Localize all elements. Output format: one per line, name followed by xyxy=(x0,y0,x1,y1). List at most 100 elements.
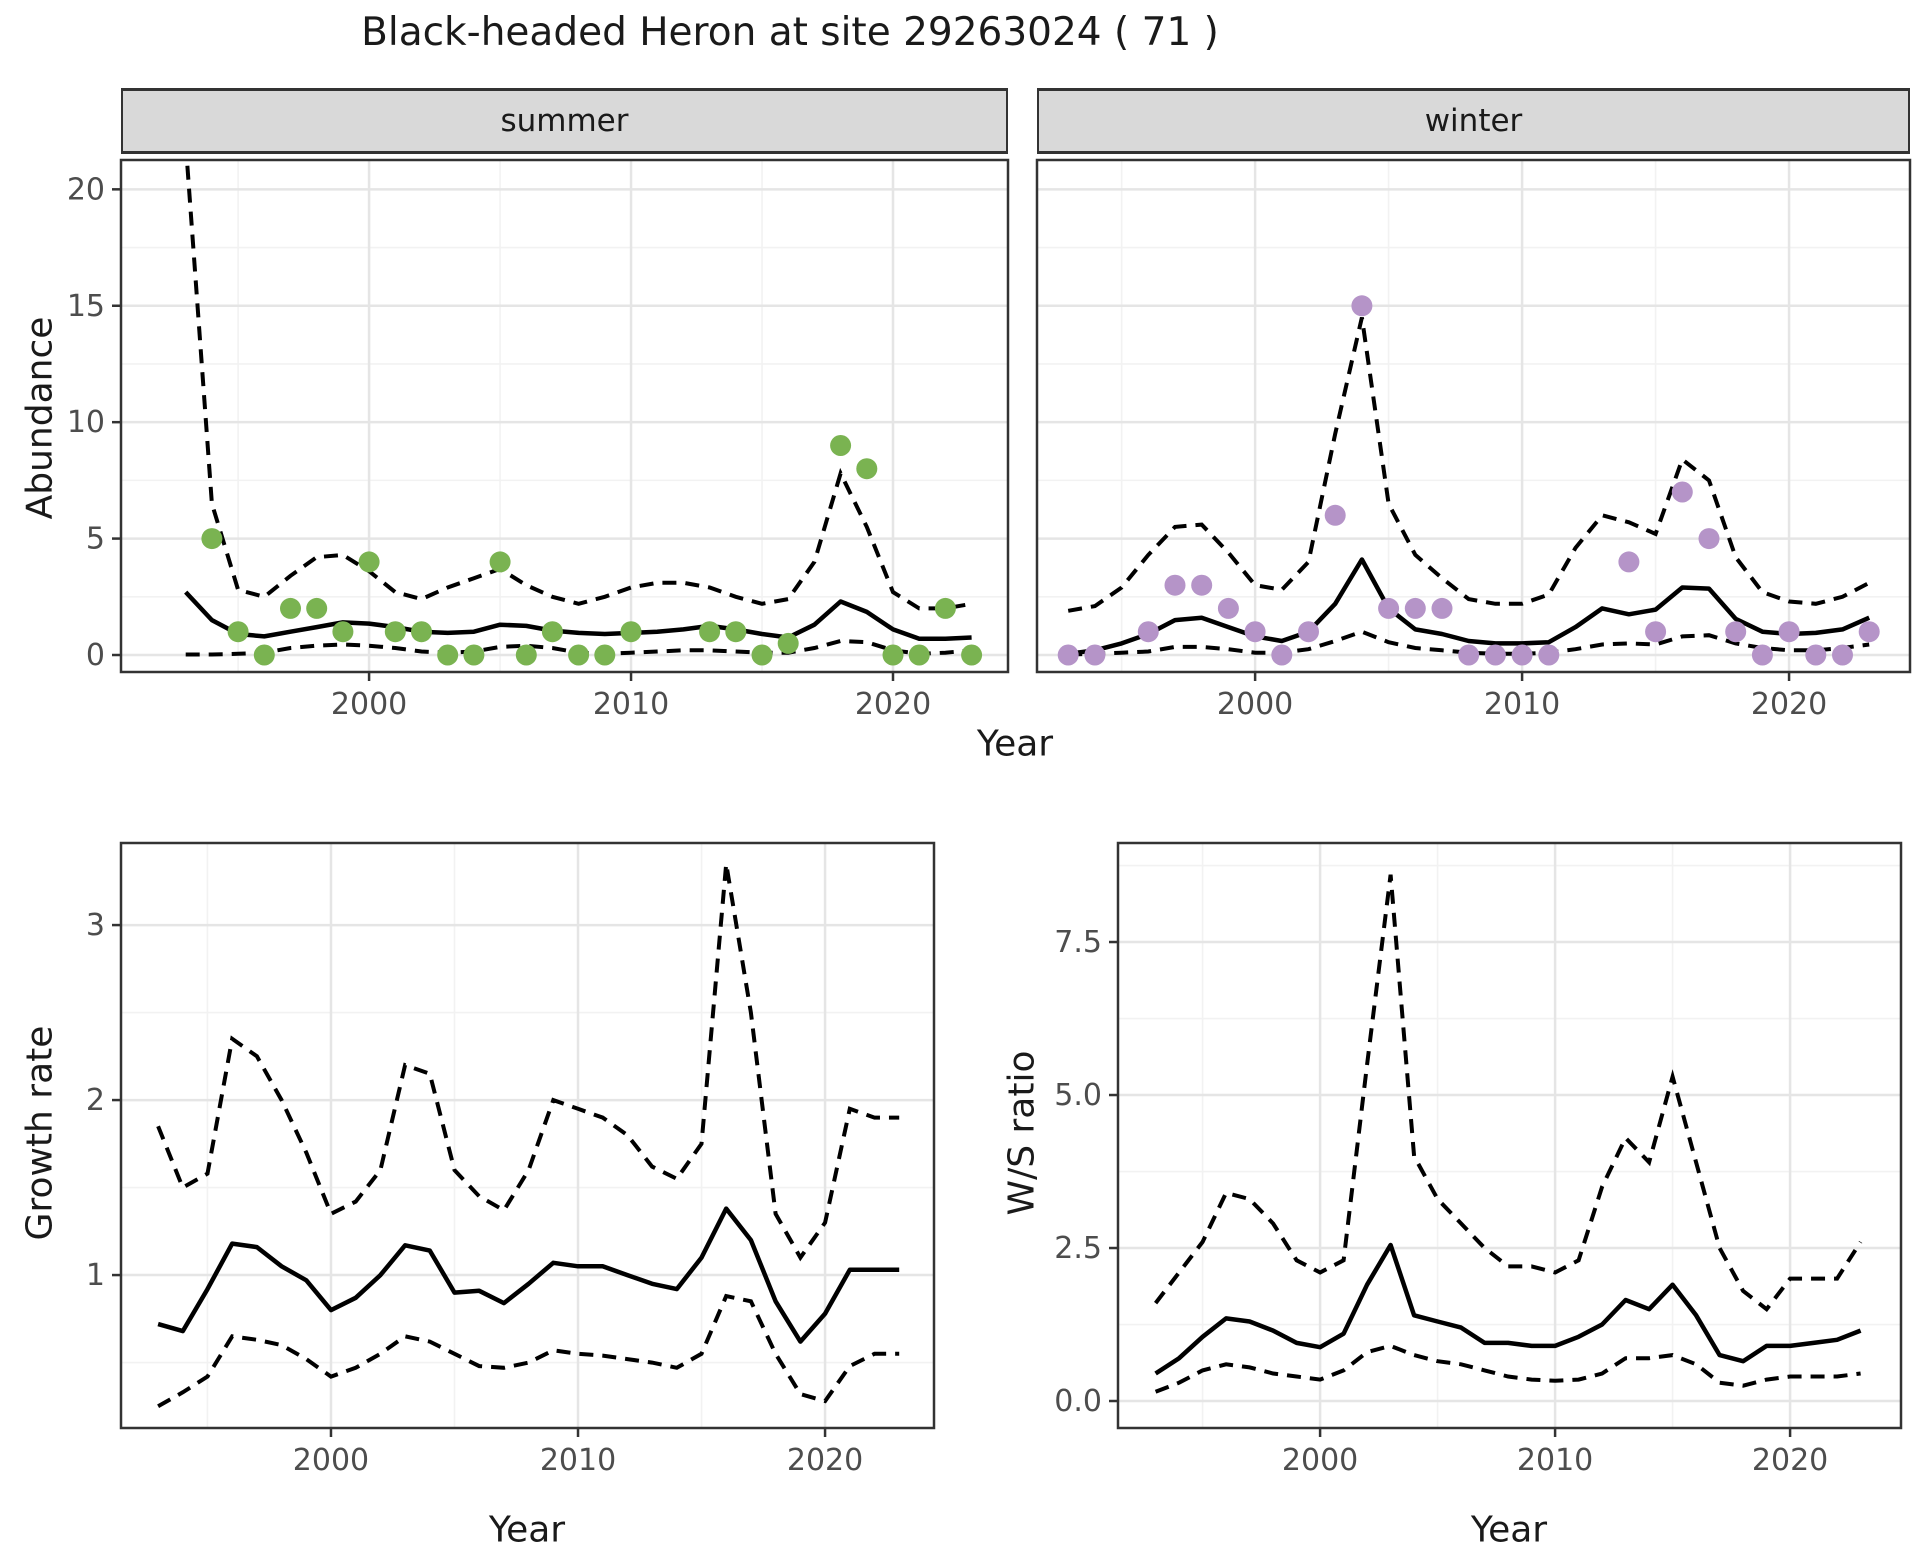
gridlines-ws_ratio xyxy=(1118,843,1901,1428)
observation-point xyxy=(1057,644,1079,666)
y-tick-label: 10 xyxy=(67,405,105,440)
observation-point xyxy=(1351,295,1373,317)
fit-line xyxy=(1154,1242,1862,1376)
observation-point xyxy=(541,621,563,643)
observation-point xyxy=(437,644,459,666)
y-tick-label: 2.5 xyxy=(1054,1231,1102,1266)
x-tick-label: 2010 xyxy=(540,1443,616,1478)
panel-ws_ratio: 2000 2010 2020 0.0 2.5 5.0 7.5 xyxy=(1054,841,1903,1478)
y-tick-label: 20 xyxy=(67,172,105,207)
observation-point xyxy=(1538,644,1560,666)
observation-point xyxy=(463,644,485,666)
y-tick-label: 0 xyxy=(86,638,105,673)
gridlines-growth_rate xyxy=(121,843,934,1428)
facet-strip-summer-label: summer xyxy=(500,103,629,139)
observation-point xyxy=(1698,528,1720,550)
observation-point xyxy=(908,644,930,666)
y-tick-label: 15 xyxy=(67,289,105,324)
observation-point xyxy=(1458,644,1480,666)
panel-border xyxy=(119,841,936,1430)
observation-point xyxy=(1217,597,1239,619)
panel-growth_rate: 2000 2010 2020 1 2 3 xyxy=(86,841,936,1478)
fit-line xyxy=(184,590,972,641)
ci-lower-line xyxy=(1154,1343,1861,1394)
x-tick-label: 2020 xyxy=(855,687,931,722)
observation-point xyxy=(620,621,642,643)
observation-point xyxy=(515,644,537,666)
observation-point xyxy=(1751,644,1773,666)
ci-upper-line xyxy=(156,863,900,1262)
axes-growth_rate: 2000 2010 2020 1 2 3 xyxy=(86,908,863,1478)
observation-point xyxy=(1191,574,1213,596)
observation-point xyxy=(961,644,983,666)
observation-point xyxy=(1645,621,1667,643)
observation-point xyxy=(1778,621,1800,643)
data-layer-growth_rate xyxy=(156,863,900,1409)
observation-point xyxy=(1244,621,1266,643)
page-title: Black-headed Heron at site 29263024 ( 71… xyxy=(361,10,1219,55)
observation-point xyxy=(1671,481,1693,503)
fit-line xyxy=(157,1206,900,1344)
observation-point xyxy=(332,621,354,643)
observation-point xyxy=(253,644,275,666)
observation-point xyxy=(882,644,904,666)
facet-strip-winter: winter xyxy=(1037,88,1910,154)
observation-point xyxy=(1431,597,1453,619)
y-tick-label: 7.5 xyxy=(1054,925,1102,960)
facet-strip-summer: summer xyxy=(121,88,1008,154)
x-tick-label: 2000 xyxy=(331,687,407,722)
observation-point xyxy=(699,621,721,643)
y-tick-label: 3 xyxy=(86,908,105,943)
observation-point xyxy=(856,458,878,480)
observation-point xyxy=(411,621,432,643)
x-tick-label: 2000 xyxy=(1282,1443,1358,1478)
observation-point xyxy=(1324,504,1346,526)
observation-point xyxy=(1484,644,1506,666)
observation-point xyxy=(1271,644,1293,666)
facet-strip-winter-label: winter xyxy=(1424,103,1523,139)
observation-point xyxy=(1298,621,1319,643)
axes-ws_ratio: 2000 2010 2020 0.0 2.5 5.0 7.5 xyxy=(1054,925,1828,1478)
panel-abundance_winter: 2000 2010 2020 xyxy=(1035,158,1912,722)
observation-point xyxy=(725,621,747,643)
fit-line xyxy=(1067,557,1871,657)
panel-border xyxy=(119,158,1010,674)
observation-point xyxy=(1832,644,1853,666)
x-axis-title-year-top: Year xyxy=(976,723,1054,765)
observation-point xyxy=(201,528,223,550)
observation-point xyxy=(489,551,511,573)
ci-lower-line xyxy=(1068,629,1870,657)
observation-point xyxy=(934,597,956,619)
x-tick-label: 2020 xyxy=(1751,687,1827,722)
observation-point xyxy=(1378,597,1400,619)
axes-abundance_summer: 2000 2010 2020 0 5 10 15 20 xyxy=(67,172,931,722)
observation-point xyxy=(227,621,249,643)
x-axis-title-year-bottom-left: Year xyxy=(488,1509,566,1551)
panel-border xyxy=(1035,158,1912,674)
ci-upper-line xyxy=(1067,316,1871,613)
ci-upper-line xyxy=(1154,874,1863,1313)
observation-point xyxy=(1511,644,1533,666)
observation-point xyxy=(751,644,773,666)
observation-point xyxy=(306,597,328,619)
x-tick-label: 2010 xyxy=(593,687,669,722)
x-tick-label: 2020 xyxy=(787,1443,863,1478)
data-layer-abundance_winter xyxy=(1057,295,1880,666)
y-tick-label: 5 xyxy=(86,522,105,557)
y-tick-label: 0.0 xyxy=(1054,1384,1102,1419)
observation-point xyxy=(568,644,590,666)
observation-point xyxy=(1618,551,1640,573)
observation-point xyxy=(1858,621,1880,643)
x-axis-title-year-bottom-right: Year xyxy=(1470,1509,1548,1551)
axes-abundance_winter: 2000 2010 2020 xyxy=(1217,672,1827,722)
x-tick-label: 2000 xyxy=(1217,687,1293,722)
observation-point xyxy=(1084,644,1106,666)
y-tick-label: 5.0 xyxy=(1054,1078,1102,1113)
observation-point xyxy=(594,644,616,666)
observation-point xyxy=(384,621,406,643)
observation-point xyxy=(358,551,380,573)
observation-point xyxy=(777,632,799,654)
x-tick-label: 2010 xyxy=(1517,1443,1593,1478)
data-layer-abundance_summer xyxy=(184,160,983,666)
panel-abundance_summer: 2000 2010 2020 0 5 10 15 20 xyxy=(67,158,1010,722)
